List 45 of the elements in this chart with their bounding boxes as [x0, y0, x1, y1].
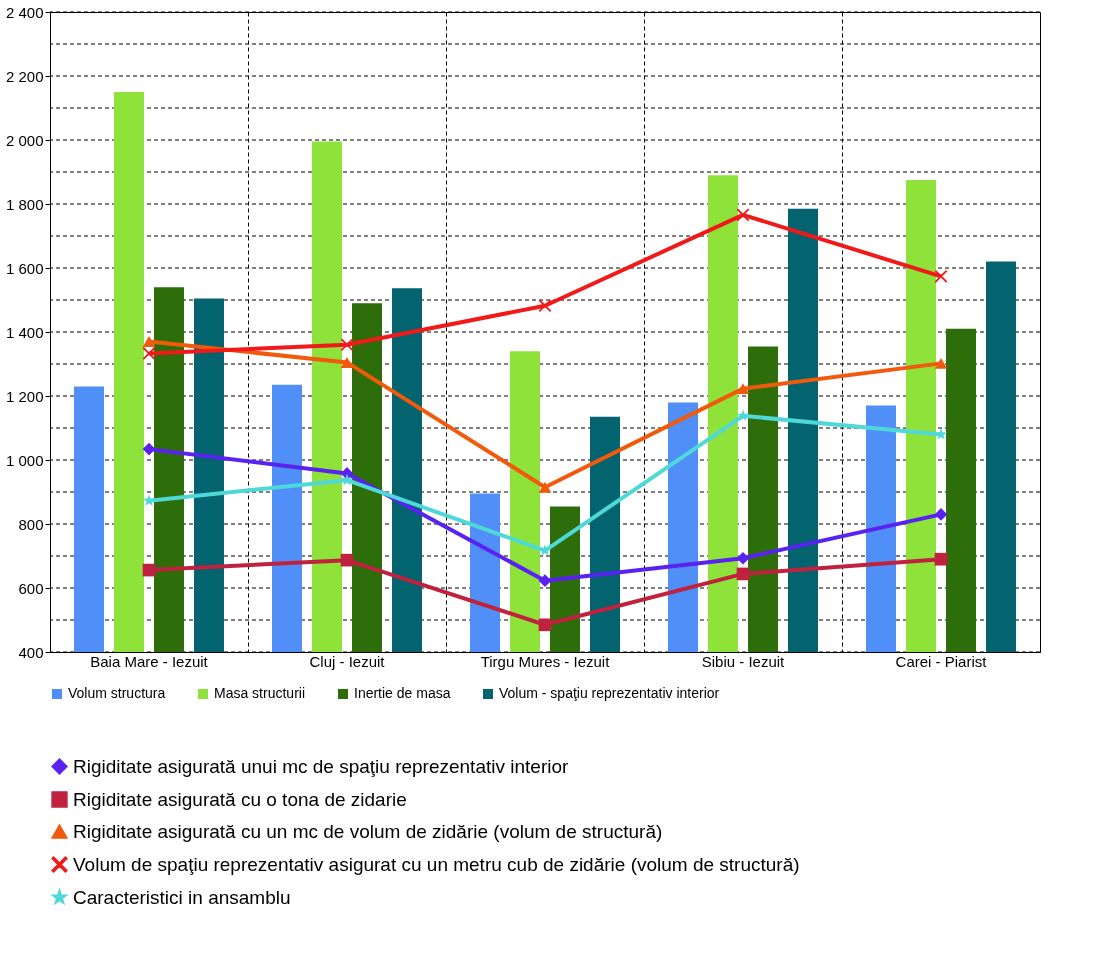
point [142, 336, 156, 348]
legend-label: Rigiditate asigurată unui mc de spaţiu reprezentativ interior [73, 755, 569, 777]
legend-label: Rigiditate asigurată cu o tona de zidarie [73, 788, 407, 810]
y-tick-label: 1 400 [5, 323, 44, 341]
y-tick-label: 800 [18, 515, 44, 533]
legend-label: Caracteristici in ansamblu [73, 886, 291, 908]
y-tick-label: 1 600 [5, 259, 44, 277]
x-tick-label: Tirgu Mures - Iezuit [480, 652, 611, 670]
point [934, 357, 948, 369]
legend-label: Volum de spaţiu reprezentativ asigurat cu un metru cub de zidărie (volum de structură) [73, 853, 800, 875]
x-tick-label: Baia Mare - Iezuit [90, 652, 209, 670]
legend-label: Volum structura [68, 685, 166, 701]
point [736, 409, 750, 421]
point [538, 618, 552, 632]
point [340, 553, 354, 567]
y-tick-label: 2 400 [5, 3, 44, 21]
x-tick-label: Carei - Piarist [895, 652, 988, 670]
y-tick-label: 1 200 [5, 387, 44, 405]
point [736, 567, 750, 581]
y-tick-label: 600 [18, 579, 44, 597]
y-tick-label: 2 200 [5, 67, 44, 85]
point [736, 208, 750, 222]
point [142, 442, 156, 456]
point [934, 552, 948, 566]
point [538, 299, 552, 313]
legend-label: Rigiditate asigurată cu un mc de volum de zidărie (volum de structură) [73, 820, 663, 842]
point [340, 473, 354, 486]
legend-label: Masa structurii [214, 685, 306, 701]
legend-label: Volum - spaţiu reprezentativ interior [499, 685, 720, 701]
legend-label: Inertie de masa [354, 685, 451, 701]
x-tick-label: Cluj - Iezuit [309, 652, 386, 670]
point [736, 383, 750, 395]
y-tick-label: 2 000 [5, 131, 44, 149]
point [538, 481, 552, 493]
point [340, 356, 354, 368]
y-tick-label: 1 800 [5, 195, 44, 213]
point [538, 574, 552, 587]
point [340, 338, 354, 352]
x-tick-label: Sibiu - Iezuit [701, 652, 786, 670]
point [934, 508, 948, 521]
y-tick-label: 400 [18, 643, 44, 661]
point [736, 551, 750, 565]
point [142, 563, 156, 577]
y-tick-label: 1 000 [5, 451, 44, 469]
point [142, 494, 156, 506]
